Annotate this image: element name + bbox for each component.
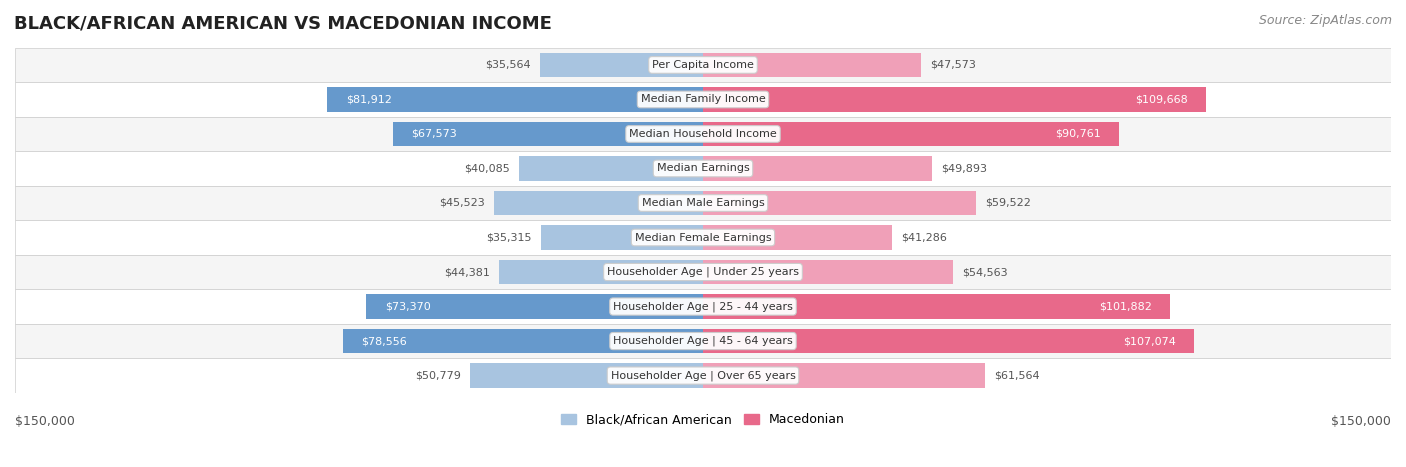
Text: $81,912: $81,912 [346, 94, 391, 105]
Bar [703, 121, 1119, 146]
Bar [367, 294, 703, 319]
Text: Median Male Earnings: Median Male Earnings [641, 198, 765, 208]
Bar [470, 363, 703, 388]
Bar [703, 294, 1170, 319]
Bar [15, 48, 1391, 82]
Text: $54,563: $54,563 [963, 267, 1008, 277]
Bar [703, 225, 893, 250]
Bar [703, 156, 932, 181]
Bar [15, 186, 1391, 220]
Bar [541, 225, 703, 250]
Text: $150,000: $150,000 [15, 415, 75, 428]
Bar [15, 117, 1391, 151]
Bar [15, 289, 1391, 324]
Bar [15, 324, 1391, 358]
Bar [394, 121, 703, 146]
Bar [15, 151, 1391, 186]
Text: $90,761: $90,761 [1054, 129, 1101, 139]
Text: $45,523: $45,523 [439, 198, 485, 208]
Text: $50,779: $50,779 [415, 371, 461, 381]
Text: $35,315: $35,315 [486, 233, 531, 242]
Bar [519, 156, 703, 181]
Bar [703, 329, 1194, 354]
Bar [540, 52, 703, 78]
Bar [15, 82, 1391, 117]
Bar [499, 260, 703, 284]
Bar [15, 220, 1391, 255]
Text: Median Female Earnings: Median Female Earnings [634, 233, 772, 242]
Text: $78,556: $78,556 [361, 336, 406, 346]
Text: $67,573: $67,573 [412, 129, 457, 139]
Text: $49,893: $49,893 [941, 163, 987, 173]
Text: $44,381: $44,381 [444, 267, 491, 277]
Text: $61,564: $61,564 [994, 371, 1040, 381]
Text: $41,286: $41,286 [901, 233, 948, 242]
Bar [15, 255, 1391, 289]
Text: $107,074: $107,074 [1123, 336, 1175, 346]
Bar [328, 87, 703, 112]
Bar [703, 363, 986, 388]
Text: $40,085: $40,085 [464, 163, 510, 173]
Text: Median Earnings: Median Earnings [657, 163, 749, 173]
Text: $47,573: $47,573 [931, 60, 976, 70]
Text: $73,370: $73,370 [385, 302, 430, 311]
Text: Median Household Income: Median Household Income [628, 129, 778, 139]
Bar [703, 191, 976, 215]
Text: Source: ZipAtlas.com: Source: ZipAtlas.com [1258, 14, 1392, 27]
Text: $150,000: $150,000 [1331, 415, 1391, 428]
Bar [15, 358, 1391, 393]
Text: BLACK/AFRICAN AMERICAN VS MACEDONIAN INCOME: BLACK/AFRICAN AMERICAN VS MACEDONIAN INC… [14, 14, 553, 32]
Text: Householder Age | Under 25 years: Householder Age | Under 25 years [607, 267, 799, 277]
Text: Householder Age | Over 65 years: Householder Age | Over 65 years [610, 370, 796, 381]
Bar [494, 191, 703, 215]
Text: Per Capita Income: Per Capita Income [652, 60, 754, 70]
Text: Median Family Income: Median Family Income [641, 94, 765, 105]
Text: Householder Age | 45 - 64 years: Householder Age | 45 - 64 years [613, 336, 793, 347]
Text: Householder Age | 25 - 44 years: Householder Age | 25 - 44 years [613, 301, 793, 312]
Bar [703, 260, 953, 284]
Text: $59,522: $59,522 [986, 198, 1031, 208]
Bar [703, 87, 1206, 112]
Bar [703, 52, 921, 78]
Legend: Black/African American, Macedonian: Black/African American, Macedonian [555, 409, 851, 432]
Text: $101,882: $101,882 [1099, 302, 1152, 311]
Text: $109,668: $109,668 [1135, 94, 1188, 105]
Bar [343, 329, 703, 354]
Text: $35,564: $35,564 [485, 60, 530, 70]
